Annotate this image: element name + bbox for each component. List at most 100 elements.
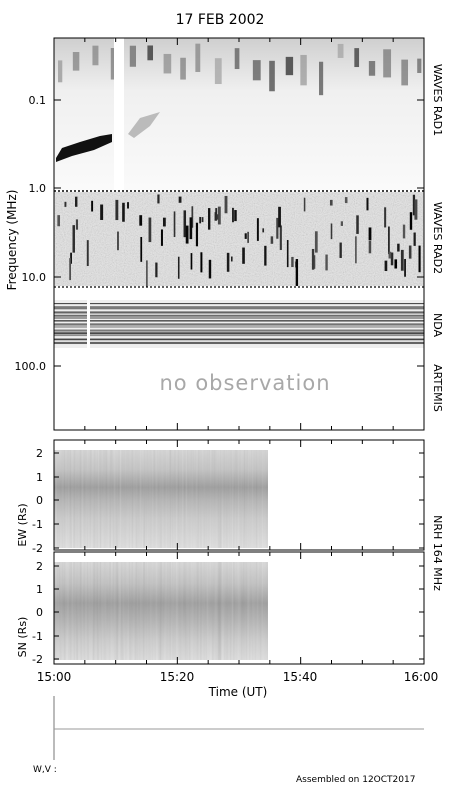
rad2-streak — [86, 240, 89, 267]
nda-line — [54, 306, 424, 309]
nrh-instrument-label: NRH 164 MHz — [431, 515, 444, 591]
nda-line — [54, 335, 424, 337]
rad2-streak — [279, 225, 282, 250]
nda-line — [54, 311, 424, 314]
rad1-burst-mark — [252, 60, 261, 81]
rad1-burst-mark — [147, 45, 154, 61]
rad2-streak — [388, 251, 392, 259]
wv-label: W,V : — [33, 765, 57, 775]
rad2-streak — [356, 215, 359, 234]
sn-ytick-2: 2 — [36, 560, 43, 573]
rad2-streak — [402, 224, 406, 239]
rad2-streak — [256, 218, 259, 241]
sn-ticks — [53, 552, 425, 664]
rad2-streak — [201, 217, 204, 223]
rad2-streak — [340, 221, 343, 226]
rad2-streak — [232, 207, 234, 223]
chart-title: 17 FEB 2002 — [176, 12, 265, 28]
rad2-streak — [413, 232, 416, 246]
rad1-burst-mark — [383, 49, 392, 78]
ew-streaks — [54, 450, 268, 548]
nda-gap — [87, 300, 90, 348]
rad2-streak — [190, 253, 193, 270]
band-label-rad1: WAVES RAD1 — [431, 64, 444, 136]
rad2-streak — [264, 245, 267, 266]
nrh-sn-panel: 2 1 0 -1 -2 SN (Rs) NRH 164 MHz — [16, 515, 444, 666]
rad2-streak — [74, 196, 78, 207]
rad2-streak — [339, 242, 342, 258]
rad2-streak — [313, 255, 316, 269]
rad2-streak — [311, 248, 315, 270]
rad1-burst-mark — [180, 57, 186, 80]
rad1-burst-mark — [110, 48, 115, 80]
rad2-streak — [216, 214, 219, 220]
rad1-burst-mark — [129, 45, 137, 67]
rad2-streak — [394, 259, 398, 269]
rad2-streak — [355, 236, 357, 264]
rad2-streak — [242, 247, 245, 264]
rad1-burst-mark — [72, 52, 80, 71]
nda-line — [54, 332, 424, 335]
rad2-streak — [160, 229, 163, 246]
rad2-streak — [262, 228, 265, 233]
rad2-streak — [122, 202, 125, 222]
xtick-label-1600: 16:00 — [404, 670, 439, 684]
rad1-burst-mark — [401, 59, 409, 86]
rad2-streak — [183, 210, 187, 238]
rad2-streak — [199, 216, 202, 224]
rad2-streak — [214, 212, 217, 221]
rad2-streak — [366, 197, 369, 211]
rad2-streak — [330, 223, 333, 240]
spectrogram-panel: no observation 0.1 1.0 10.0 100.0 Freque… — [5, 37, 444, 431]
rad1-burst-mark — [163, 53, 172, 74]
rad1-burst-mark — [354, 48, 360, 68]
rad2-streak — [217, 206, 221, 225]
rad2-streak — [72, 225, 75, 253]
rad2-streak — [157, 194, 160, 204]
nda-line — [54, 320, 424, 322]
sn-ylabel: SN (Rs) — [16, 617, 29, 658]
rad2-streak — [291, 256, 294, 268]
rad2-streak — [368, 240, 372, 254]
sn-ytick-1: 1 — [36, 583, 43, 596]
rad1-faint-burst — [128, 112, 160, 138]
rad1-burst-mark — [92, 45, 99, 66]
rad2-streak — [178, 196, 182, 203]
sn-ytick-0: 0 — [36, 606, 43, 619]
sn-ytick-m2: -2 — [32, 653, 43, 666]
rad2-streak — [189, 217, 193, 240]
nda-line — [54, 314, 424, 317]
rad1-burst-mark — [234, 48, 240, 70]
rad2-streak — [303, 197, 306, 212]
rad2-streak — [200, 252, 203, 273]
rad1-burst-mark — [214, 58, 222, 85]
band-label-nda: NDA — [431, 313, 444, 338]
rad2-streak — [208, 208, 211, 230]
nda-line — [54, 317, 424, 319]
rad2-streak — [231, 256, 233, 262]
nda-line — [54, 326, 424, 328]
rad2-streak — [91, 200, 94, 212]
ew-ytick-2: 2 — [36, 447, 43, 460]
rad2-streak — [70, 252, 72, 264]
rad2-streak — [145, 260, 148, 288]
nda-line — [54, 323, 424, 326]
rad1-burst-mark — [319, 61, 324, 96]
nrh-ew-panel: 2 1 0 -1 -2 EW (Rs) — [16, 439, 425, 555]
rad2-streak — [139, 215, 143, 226]
ew-ytick-0: 0 — [36, 494, 43, 507]
rad2-streak — [414, 199, 418, 220]
rad2-streak — [418, 245, 421, 273]
rad2-streak — [325, 254, 328, 271]
rad2-streak — [247, 231, 249, 243]
xtick-label-1520: 15:20 — [160, 670, 195, 684]
ew-ytick-1: 1 — [36, 471, 43, 484]
nda-line — [54, 303, 424, 305]
rad1-burst-mark — [337, 43, 344, 58]
spectrogram-ticks — [53, 38, 425, 430]
ew-ylabel: EW (Rs) — [16, 503, 29, 546]
sn-ytick-m1: -1 — [32, 630, 43, 643]
rad2-streak — [400, 249, 404, 271]
ytick-label-0-1: 0.1 — [29, 94, 47, 107]
